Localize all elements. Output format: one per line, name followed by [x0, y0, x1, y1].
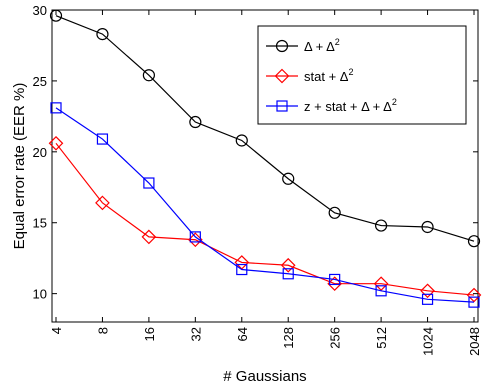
- legend-item-1: Δ + Δ2: [266, 37, 340, 54]
- series-3-point: [282, 268, 294, 280]
- series-1-point: [467, 235, 481, 248]
- legend-superscript: 2: [335, 37, 340, 47]
- y-axis-ticks: 10 15 20 25 30: [33, 3, 478, 302]
- series-3-point: [375, 285, 387, 297]
- series-2-line: [55, 142, 475, 296]
- series-3-line: [55, 107, 475, 303]
- series-3-point: [96, 133, 109, 145]
- legend-label: stat + Δ2: [304, 67, 353, 84]
- series-1-point: [375, 219, 388, 232]
- series-3-point: [143, 177, 155, 189]
- x-tick-label: 16: [142, 327, 157, 341]
- legend-marker: [275, 39, 289, 53]
- y-axis-label: Equal error rate (EER %): [11, 83, 28, 250]
- y-tick-label: 20: [33, 145, 47, 160]
- x-tick-label: 32: [188, 327, 203, 341]
- series-3-point: [189, 231, 201, 243]
- series-3: [50, 102, 480, 308]
- x-tick-label: 128: [281, 327, 296, 349]
- y-tick-label: 25: [33, 74, 47, 89]
- series-2-point: [141, 229, 157, 245]
- series-1-point: [142, 69, 155, 82]
- x-tick-label: 4: [49, 327, 64, 334]
- series-2-point: [48, 135, 64, 151]
- legend-item-3: z + stat + Δ + Δ2: [266, 97, 397, 114]
- legend-superscript: 2: [348, 67, 353, 77]
- series-1-point: [189, 115, 202, 129]
- legend-label: Δ + Δ2: [304, 37, 340, 54]
- series-3-point: [50, 102, 62, 114]
- series-2: [48, 135, 482, 303]
- legend-items: Δ + Δ2 stat + Δ2 z + stat + Δ + Δ2: [266, 37, 397, 114]
- series-2-point: [420, 283, 435, 299]
- legend-marker: [276, 100, 288, 112]
- x-axis-label: # Gaussians: [223, 368, 306, 385]
- series-1-point: [96, 28, 109, 41]
- x-tick-label: 8: [95, 327, 110, 334]
- legend: Δ + Δ2 stat + Δ2 z + stat + Δ + Δ2: [257, 25, 467, 125]
- series-3-point: [236, 263, 248, 276]
- series-1: [49, 9, 481, 248]
- series-1-point: [328, 206, 341, 219]
- x-tick-label: 512: [374, 327, 389, 349]
- series-3-point: [421, 293, 434, 305]
- x-tick-label: 2048: [467, 327, 482, 356]
- series-1-point: [235, 134, 248, 147]
- y-tick-label: 30: [33, 3, 47, 18]
- legend-box: [257, 25, 467, 125]
- y-tick-label: 15: [33, 216, 47, 231]
- legend-label: z + stat + Δ + Δ2: [304, 97, 397, 114]
- series-2-point: [187, 232, 203, 248]
- series-1-point: [282, 172, 295, 185]
- series-2-point: [280, 257, 296, 273]
- series-2-point: [327, 276, 343, 292]
- series-1-line: [55, 15, 475, 242]
- x-tick-label: 64: [235, 327, 250, 341]
- series-1-point: [421, 220, 434, 234]
- series-1-point: [49, 9, 63, 22]
- x-tick-label: 1024: [421, 327, 436, 356]
- x-tick-label: 256: [328, 327, 343, 349]
- legend-superscript: 2: [392, 97, 397, 107]
- series-layer: [48, 9, 482, 308]
- series-2-point: [95, 195, 110, 211]
- y-tick-label: 10: [33, 287, 47, 302]
- legend-marker: [274, 68, 290, 84]
- x-axis-ticks: 4 8 16 32 64 128 256 512 1024 2048: [49, 10, 482, 356]
- series-3-point: [468, 296, 480, 308]
- series-3-point: [329, 273, 341, 286]
- legend-item-2: stat + Δ2: [266, 67, 353, 84]
